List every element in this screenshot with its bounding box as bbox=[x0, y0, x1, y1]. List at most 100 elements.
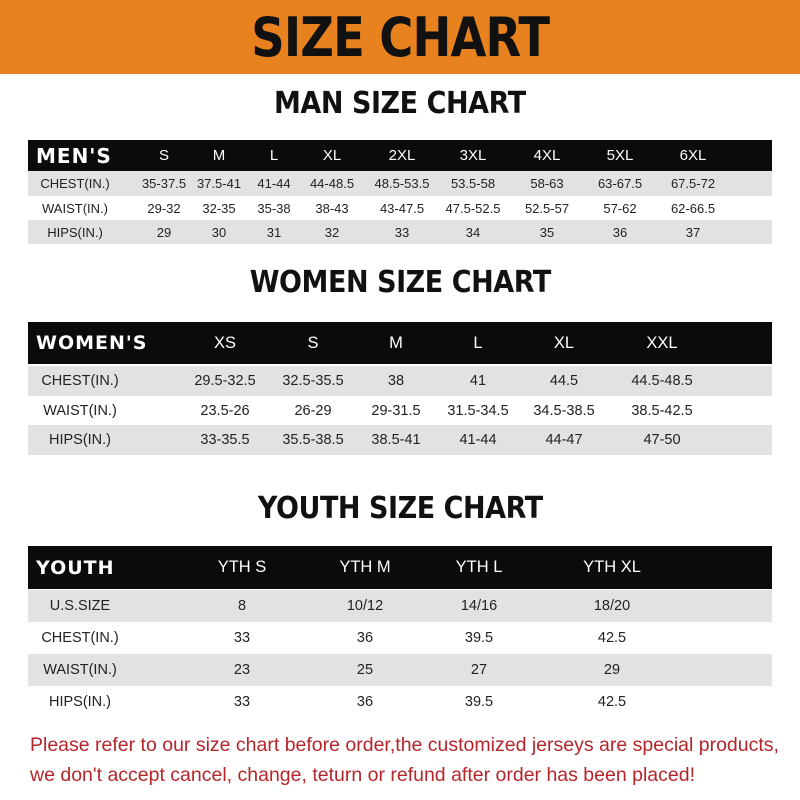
size-header-cell: S bbox=[158, 147, 170, 164]
size-header-cell: L bbox=[473, 333, 483, 352]
measurement-cell: 27 bbox=[470, 662, 488, 678]
measurement-cell: 23.5-26 bbox=[200, 402, 250, 419]
measurement-cell: 10/12 bbox=[346, 598, 384, 614]
table-title-cell: YOUTH bbox=[36, 556, 115, 579]
footer-notice-line-2: we don't accept cancel, change, teturn o… bbox=[30, 764, 695, 786]
measurement-cell: 31.5-34.5 bbox=[447, 402, 509, 419]
measurement-cell: 53.5-58 bbox=[450, 176, 496, 191]
measurement-cell: 38 bbox=[387, 373, 405, 389]
measurement-cell: 41 bbox=[469, 373, 487, 389]
size-header-cell: XXL bbox=[646, 333, 678, 352]
measurement-cell: 29 bbox=[603, 662, 621, 678]
table-row: U.S.SIZE 8 10/12 14/16 18/20 bbox=[28, 590, 772, 622]
measurement-cell: 35-37.5 bbox=[141, 176, 187, 191]
women-size-table: WOMEN'S XS S M L XL XXL CHEST(IN.) 29.5-32.5 32.5… bbox=[28, 322, 772, 455]
size-header-cell: 3XL bbox=[459, 147, 487, 164]
measurement-cell: 8 bbox=[237, 598, 247, 614]
measurement-cell: 35 bbox=[539, 224, 555, 240]
measurement-cell: 29-32 bbox=[147, 200, 181, 216]
table-title-cell: WOMEN'S bbox=[36, 332, 148, 354]
measurement-cell: 58-63 bbox=[530, 176, 564, 191]
measurement-cell: 32-35 bbox=[202, 200, 236, 216]
measurement-cell: 44.5 bbox=[549, 373, 579, 389]
measurement-cell: 63-67.5 bbox=[597, 176, 643, 191]
size-header-cell: S bbox=[307, 333, 319, 352]
measurement-cell: 25 bbox=[356, 662, 374, 678]
measurement-cell: 29-31.5 bbox=[371, 402, 421, 419]
size-header-cell: 6XL bbox=[679, 147, 707, 164]
measurement-cell: 29 bbox=[156, 224, 172, 240]
measurement-cell: 30 bbox=[211, 224, 227, 240]
measurement-cell: 39.5 bbox=[464, 694, 494, 710]
measurement-cell: 39.5 bbox=[464, 630, 494, 646]
table-row: CHEST(IN.) 35-37.5 37.5-41 41-44 44-48.5 48.5… bbox=[28, 171, 772, 196]
measurement-cell: 44.5-48.5 bbox=[631, 373, 693, 389]
measurement-cell: 47.5-52.5 bbox=[445, 200, 501, 216]
size-header-cell: XL bbox=[553, 333, 575, 352]
row-label: WAIST(IN.) bbox=[42, 200, 108, 216]
size-header-cell: M bbox=[212, 147, 226, 164]
measurement-cell: 14/16 bbox=[460, 598, 498, 614]
measurement-cell: 23 bbox=[233, 662, 251, 678]
measurement-cell: 62-66.5 bbox=[670, 200, 716, 216]
row-label: HIPS(IN.) bbox=[48, 432, 112, 448]
measurement-cell: 52.5-57 bbox=[524, 200, 570, 216]
row-label: CHEST(IN.) bbox=[41, 630, 119, 646]
measurement-cell: 67.5-72 bbox=[670, 176, 716, 191]
table-row: HIPS(IN.) 33 36 39.5 42.5 bbox=[28, 686, 772, 718]
measurement-cell: 32.5-35.5 bbox=[282, 373, 344, 389]
measurement-cell: 38.5-41 bbox=[371, 432, 421, 448]
measurement-cell: 57-62 bbox=[603, 200, 637, 216]
size-header-cell: XS bbox=[213, 333, 237, 352]
measurement-cell: 35.5-38.5 bbox=[282, 432, 344, 448]
men-size-table: MEN'S S M L XL 2XL 3XL 4XL 5XL 6XL CHEST(IN.) 35-37… bbox=[28, 140, 772, 244]
men-header-row: MEN'S S M L XL 2XL 3XL 4XL 5XL 6XL bbox=[28, 140, 772, 171]
measurement-cell: 36 bbox=[356, 630, 374, 646]
measurement-cell: 34.5-38.5 bbox=[533, 402, 595, 419]
banner: SIZE CHART bbox=[0, 0, 800, 74]
table-row: WAIST(IN.) 29-32 32-35 35-38 38-43 43-47.5 47.… bbox=[28, 196, 772, 220]
youth-size-table: YOUTH YTH S YTH M YTH L YTH XL U.S.SIZE 8 10/12… bbox=[28, 546, 772, 718]
table-row: WAIST(IN.) 23.5-26 26-29 29-31.5 31.5-34.5 34… bbox=[28, 396, 772, 425]
men-title: MAN SIZE CHART bbox=[274, 86, 526, 121]
size-header-cell: 5XL bbox=[606, 147, 634, 164]
measurement-cell: 37 bbox=[685, 224, 701, 240]
measurement-cell: 31 bbox=[266, 224, 282, 240]
table-row: CHEST(IN.) 33 36 39.5 42.5 bbox=[28, 622, 772, 654]
table-row: CHEST(IN.) 29.5-32.5 32.5-35.5 38 41 44.5 44.5… bbox=[28, 366, 772, 396]
youth-header-row: YOUTH YTH S YTH M YTH L YTH XL bbox=[28, 546, 772, 589]
measurement-cell: 44-47 bbox=[545, 432, 583, 448]
measurement-cell: 42.5 bbox=[597, 694, 627, 710]
measurement-cell: 32 bbox=[324, 224, 340, 240]
measurement-cell: 41-44 bbox=[459, 432, 497, 448]
size-header-cell: YTH L bbox=[455, 558, 503, 576]
size-header-cell: YTH S bbox=[217, 558, 267, 576]
row-label: CHEST(IN.) bbox=[40, 176, 110, 191]
row-label: HIPS(IN.) bbox=[47, 224, 103, 240]
row-label: WAIST(IN.) bbox=[43, 662, 117, 678]
table-row: WAIST(IN.) 23 25 27 29 bbox=[28, 654, 772, 686]
measurement-cell: 47-50 bbox=[643, 432, 681, 448]
size-header-cell: M bbox=[389, 333, 403, 352]
measurement-cell: 48.5-53.5 bbox=[374, 176, 430, 191]
measurement-cell: 18/20 bbox=[593, 598, 631, 614]
measurement-cell: 33 bbox=[394, 224, 410, 240]
youth-title: YOUTH SIZE CHART bbox=[257, 491, 543, 526]
measurement-cell: 41-44 bbox=[257, 176, 291, 191]
women-title: WOMEN SIZE CHART bbox=[249, 265, 551, 300]
measurement-cell: 34 bbox=[465, 224, 481, 240]
measurement-cell: 38.5-42.5 bbox=[631, 402, 693, 419]
measurement-cell: 42.5 bbox=[597, 630, 627, 646]
footer-notice-line-1: Please refer to our size chart before or… bbox=[30, 734, 779, 756]
measurement-cell: 33-35.5 bbox=[200, 432, 250, 448]
row-label: U.S.SIZE bbox=[49, 598, 111, 614]
measurement-cell: 43-47.5 bbox=[379, 200, 425, 216]
measurement-cell: 26-29 bbox=[294, 402, 332, 419]
measurement-cell: 37.5-41 bbox=[196, 176, 242, 191]
measurement-cell: 36 bbox=[356, 694, 374, 710]
measurement-cell: 35-38 bbox=[257, 200, 291, 216]
measurement-cell: 38-43 bbox=[315, 200, 349, 216]
measurement-cell: 33 bbox=[233, 630, 251, 646]
measurement-cell: 44-48.5 bbox=[309, 176, 355, 191]
table-row: HIPS(IN.) 29 30 31 32 33 34 35 36 37 bbox=[28, 220, 772, 244]
